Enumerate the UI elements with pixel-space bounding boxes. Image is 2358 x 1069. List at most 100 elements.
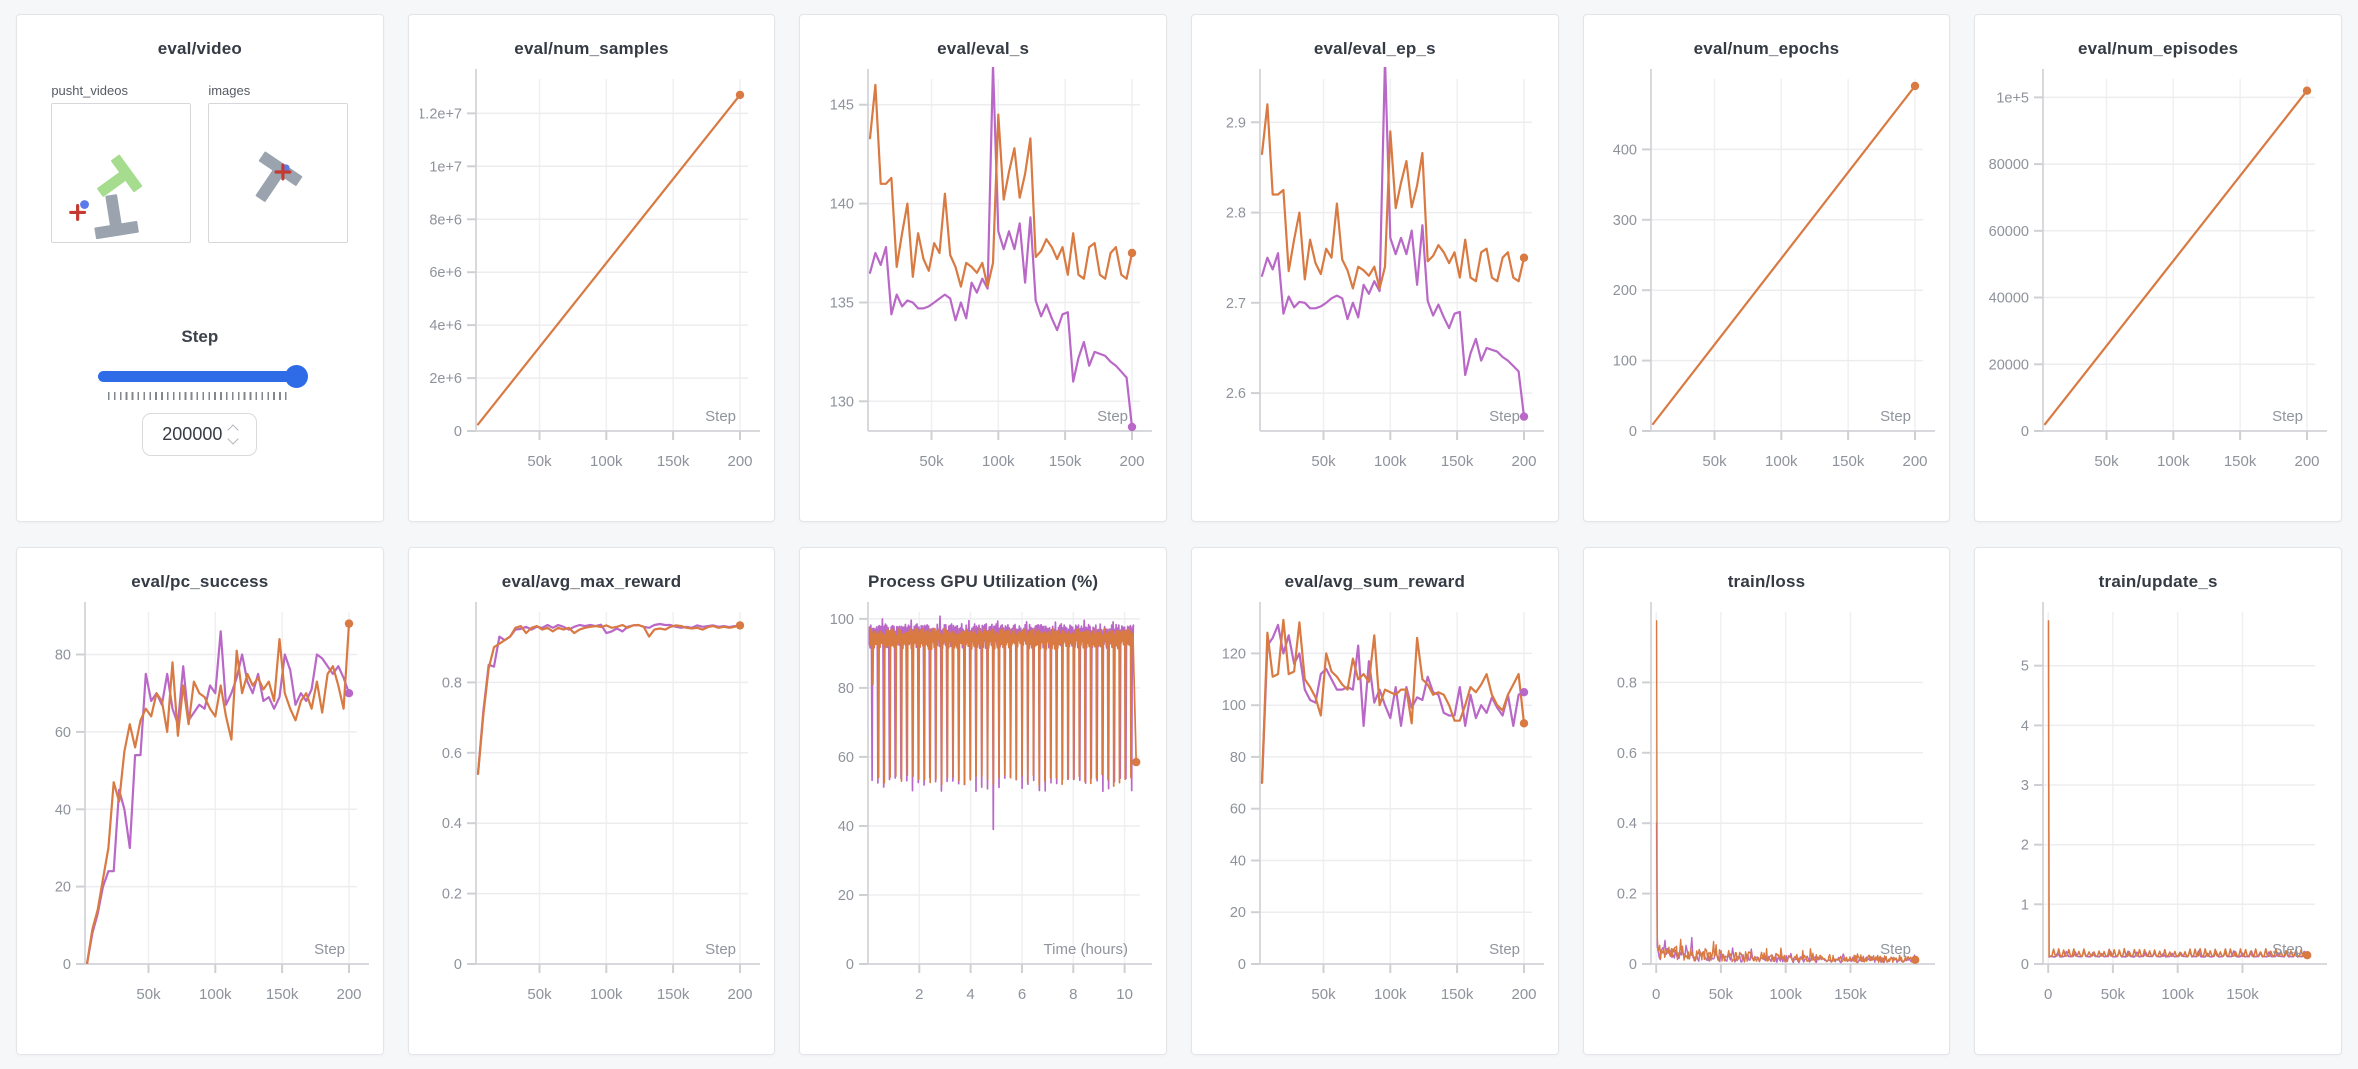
goal-cross [69,203,87,221]
line-chart[interactable]: 0 100 200 300 400 50k 100k 150k 200 Step [1595,63,1937,503]
svg-text:6: 6 [1018,986,1026,1003]
svg-text:100k: 100k [982,453,1015,470]
svg-text:100k: 100k [591,986,624,1003]
svg-text:0.8: 0.8 [1617,675,1637,691]
svg-text:200: 200 [1903,453,1928,470]
svg-text:50k: 50k [2101,986,2126,1003]
svg-text:Step: Step [706,408,737,425]
svg-text:0: 0 [1653,986,1661,1003]
svg-text:20000: 20000 [1989,357,2029,373]
svg-text:1e+5: 1e+5 [1996,90,2029,106]
step-slider-label: Step [181,327,219,346]
svg-text:100k: 100k [1766,453,1799,470]
svg-text:Step: Step [2272,941,2303,958]
svg-text:200: 200 [728,986,753,1003]
svg-text:0.6: 0.6 [1617,746,1637,762]
svg-text:Step: Step [1097,408,1128,425]
svg-text:80000: 80000 [1989,157,2029,173]
chart-panel-eval-num-samples: eval/num_samples 0 2e+6 4e+6 6e+6 8e+6 1e+7 1.… [407,14,776,522]
svg-text:60000: 60000 [1989,224,2029,240]
svg-text:Step: Step [1881,408,1912,425]
line-chart[interactable]: 0 0.2 0.4 0.6 0.8 50k 100k 150k 200 Step [420,596,762,1036]
svg-text:200: 200 [1120,453,1145,470]
line-chart[interactable]: 0 2e+6 4e+6 6e+6 8e+6 1e+7 1.2e+7 50k 100k 150k 20… [420,63,762,503]
panel-eval-video: eval/video pusht_videos [16,14,384,522]
chart-title: Process GPU Utilization (%) [868,572,1099,591]
svg-text:40: 40 [1230,854,1246,870]
svg-text:60: 60 [55,725,71,741]
svg-text:2: 2 [915,986,923,1003]
svg-text:2.7: 2.7 [1226,296,1246,312]
svg-text:0: 0 [1629,957,1637,973]
step-value[interactable]: 200000 [162,424,223,444]
goal-cross [274,163,292,181]
svg-text:40000: 40000 [1989,291,2029,307]
svg-text:150k: 150k [266,986,299,1003]
line-chart[interactable]: 0 20 40 60 80 100 2 4 6 8 10 Time (hours) [812,596,1154,1036]
svg-text:80: 80 [1230,750,1246,766]
pusht-video-frame [69,154,143,240]
svg-text:60: 60 [838,750,854,766]
svg-text:Step: Step [706,941,737,958]
slider-track[interactable] [97,371,302,382]
svg-text:50k: 50k [528,986,553,1003]
svg-text:0: 0 [1238,957,1246,973]
svg-text:5: 5 [2021,659,2029,675]
line-chart[interactable]: 0 20 40 60 80 100 120 50k 100k 150k 200 Step [1204,596,1546,1036]
svg-text:100: 100 [830,612,854,628]
chart-panel-gpu-utilization: Process GPU Utilization (%) 0 20 40 60 80 100… [799,547,1167,1055]
agent-dot [80,200,90,209]
step-slider[interactable] [97,365,308,388]
chevron-down-icon[interactable] [227,433,240,445]
panel-title: eval/video [157,39,242,58]
slider-handle[interactable] [284,365,308,388]
svg-text:0: 0 [2021,424,2029,440]
pusht-image-frame [255,151,303,202]
svg-text:3: 3 [2021,778,2029,794]
svg-text:0.6: 0.6 [442,746,462,762]
svg-text:150k: 150k [1049,453,1082,470]
svg-text:80: 80 [838,681,854,697]
svg-text:50k: 50k [2095,453,2120,470]
svg-text:150k: 150k [2224,453,2257,470]
svg-text:0: 0 [454,957,462,973]
svg-text:2: 2 [2021,838,2029,854]
svg-text:0: 0 [846,957,854,973]
line-chart[interactable]: 0 1 2 3 4 5 0 50k 100k 150k Step [1987,596,2329,1036]
svg-text:4e+6: 4e+6 [430,318,463,334]
svg-text:8: 8 [1069,986,1077,1003]
chart-panel-eval-pc-success: eval/pc_success 0 20 40 60 80 50k 100k 150k 200 S… [16,547,384,1055]
line-chart[interactable]: 0 20 40 60 80 50k 100k 150k 200 Step [29,596,371,1036]
step-value-input[interactable]: 200000 [142,413,258,456]
stepper-arrows[interactable] [227,424,240,445]
svg-text:200: 200 [1511,453,1536,470]
chart-title: eval/num_samples [514,39,669,58]
svg-text:0: 0 [1629,424,1637,440]
svg-text:140: 140 [830,197,854,213]
svg-text:200: 200 [336,986,361,1003]
line-chart[interactable]: 0 20000 40000 60000 80000 1e+5 50k 100k 150k 200 S… [1987,63,2329,503]
svg-text:8e+6: 8e+6 [430,212,463,228]
chart-panel-train-loss: train/loss 0 0.2 0.4 0.6 0.8 0 50k 100k 150k Step [1582,547,1951,1055]
chart-title: train/loss [1727,572,1806,591]
svg-text:100k: 100k [2162,986,2195,1003]
svg-text:2.9: 2.9 [1226,115,1246,131]
video-thumbnail-pusht[interactable] [51,103,192,243]
chart-title: eval/eval_s [937,39,1030,58]
svg-text:80: 80 [55,648,71,664]
svg-text:150k: 150k [2226,986,2259,1003]
chart-title: train/update_s [2098,572,2218,591]
svg-text:0: 0 [2021,957,2029,973]
line-chart[interactable]: 130 135 140 145 50k 100k 150k 200 Step [812,63,1154,503]
svg-text:50k: 50k [1311,986,1336,1003]
svg-text:6e+6: 6e+6 [430,265,463,281]
svg-text:100k: 100k [199,986,232,1003]
line-chart[interactable]: 2.6 2.7 2.8 2.9 50k 100k 150k 200 Step [1204,63,1546,503]
thumbnail-label: images [208,83,251,98]
image-thumbnail[interactable] [208,103,349,243]
chart-title: eval/avg_sum_reward [1284,572,1466,591]
line-chart[interactable]: 0 0.2 0.4 0.6 0.8 0 50k 100k 150k Step [1595,596,1937,1036]
chart-panel-train-update-s: train/update_s 0 1 2 3 4 5 0 50k 100k 150k Step [1974,547,2342,1055]
svg-text:0: 0 [63,957,71,973]
